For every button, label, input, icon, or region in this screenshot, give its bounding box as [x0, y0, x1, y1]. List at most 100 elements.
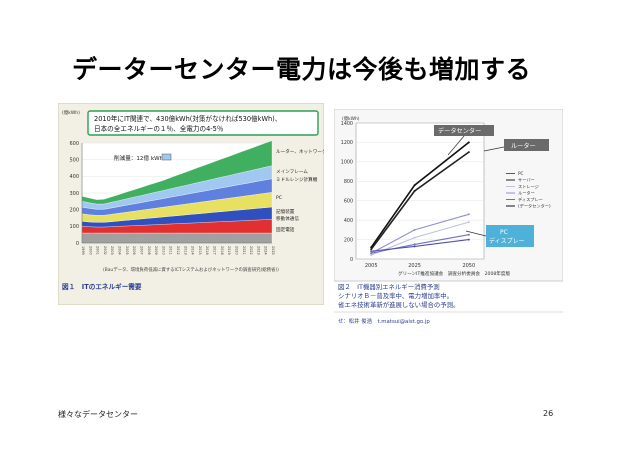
figure1-legend-label: PC	[276, 195, 282, 201]
figure1-y-tick-label: 200	[69, 207, 79, 213]
figure2-caption-line1: 図２ IT機器別エネルギー消費予測	[338, 282, 440, 291]
figure1-x-tick-label: 2000	[88, 246, 92, 255]
figure1-x-tick-label: 2004	[118, 246, 122, 255]
figure2-y-tick-label: 1200	[341, 140, 353, 146]
figure2-callout-router-box	[504, 139, 549, 151]
figure2-callout-display: ディスプレー	[489, 237, 525, 245]
figure2-caption-line2: シナリオＢ－普及率中、電力増加率中。	[338, 291, 453, 300]
figure2-plot-bg	[355, 122, 485, 260]
figure2-callout-router: ルーター	[511, 142, 536, 150]
figure2-data-point	[370, 254, 373, 257]
figure1-x-tick-label: 2002	[103, 246, 107, 255]
figure2-data-point	[370, 252, 373, 255]
figure2-chart: (億kWh) 0 200 400 600 800 1000 1200 1400 2005 2025…	[333, 108, 564, 328]
footer-section-title: 様々なデータセンター	[58, 410, 138, 419]
figure2-data-point	[413, 190, 416, 192]
figure1-x-tick-label: 2012	[176, 246, 180, 255]
figure1-plot-area: 0 100 200 300 400 500 600 1999 2000 2001 2002 2003 2…	[69, 140, 275, 255]
figure1-legend-label: ミドルレンジ計算機	[276, 176, 318, 183]
figure2-x-tick-label: 2025	[408, 263, 421, 269]
figure1-area-series-0	[81, 232, 273, 244]
figure2-caption-line3: 省エネ技術革新が進展しない場合の予測。	[338, 300, 459, 309]
figure1-y-tick-label: 600	[69, 141, 79, 147]
figure1-x-tick-label: 2003	[110, 246, 114, 255]
figure1-y-tick-label: 500	[69, 157, 79, 163]
figure2-y-tick-label: 200	[344, 237, 353, 243]
figure2-unit-label: (億kWh)	[342, 115, 360, 122]
figure1-x-tick-label: 2009	[154, 246, 158, 255]
figure2-data-point	[413, 236, 416, 239]
figure2-callout-datacenter-box	[434, 125, 494, 136]
figure1-x-tick-label: 2019	[227, 246, 231, 255]
figure1-x-tick-label: 2013	[183, 246, 187, 255]
figure1-x-tick-label: 2023	[256, 246, 260, 255]
figure2-legend-label: サーバー	[518, 178, 535, 184]
figure1-callout-line1: 2010年にIT関連で、430億kWh(対策がなければ530億kWh)、	[94, 114, 281, 123]
figure1-y-tick-label: 0	[76, 241, 79, 247]
figure1-reduction-swatch	[161, 153, 172, 161]
figure2-callout-pc: PC	[500, 229, 508, 236]
figure2-data-point	[467, 141, 470, 144]
figure1-x-tick-label: 2022	[249, 246, 253, 255]
figure2-data-point	[413, 243, 416, 246]
figure2-y-tick-label: 400	[344, 218, 353, 224]
page-number: 26	[543, 409, 554, 418]
figure2-legend-label: PC	[518, 171, 524, 176]
figure1-area-series-6	[81, 140, 273, 205]
figure1-x-tick-label: 2018	[220, 246, 224, 255]
figure2-callout-datacenter: データセンター	[438, 127, 481, 135]
figure1-unit-label: (億kWh)	[62, 109, 80, 116]
figure2-data-point	[370, 248, 373, 251]
slide-title: データーセンター電力は今後も増加する	[72, 55, 532, 84]
figure1-x-tick-label: 2020	[234, 246, 238, 255]
figure1-x-tick-label: 2007	[139, 246, 143, 255]
figure1-legend-label: 固定電話	[276, 226, 295, 233]
figure1-x-tick-label: 2001	[96, 246, 100, 255]
figure2-data-point	[467, 221, 470, 224]
figure2-y-tick-label: 600	[344, 199, 353, 205]
figure1-legend-label: 移動体通信	[276, 215, 299, 222]
figure2-plot-area: 0 200 400 600 800 1000 1200 1400 2005 2025 2050	[341, 121, 485, 269]
figure2-data-point	[413, 228, 416, 231]
figure1-chart: (億kWh) 2010年にIT関連で、430億kWh(対策がなければ530億kW…	[57, 102, 336, 306]
figure2-source-note: グリーンIT推進協議会 調査分析委員会 2008年度版	[398, 270, 510, 277]
figure2-data-point	[467, 213, 470, 216]
figure2-data-point	[413, 245, 416, 248]
figure2-legend-label: ストレージ	[518, 184, 539, 189]
figure1-x-tick-label: 2024	[264, 246, 268, 255]
figure1-x-tick-label: 2011	[169, 246, 173, 255]
figure2-y-tick-label: 1000	[341, 160, 353, 166]
figure1-x-tick-label: 2006	[132, 246, 136, 255]
figure2-y-tick-label: 800	[344, 179, 353, 185]
figure2-x-tick-label: 2005	[365, 263, 378, 269]
figure1-x-tick-label: 1999	[81, 246, 85, 255]
figure1-y-tick-label: 300	[69, 191, 79, 197]
figure2-data-point	[467, 151, 470, 154]
figure1-x-tick-label: 2005	[125, 246, 129, 255]
figure1-x-tick-label: 2014	[191, 246, 195, 255]
figure2-callout-pc-pointer	[465, 230, 487, 237]
figure1-x-tick-label: 2021	[242, 246, 246, 255]
figure1-callout-box	[87, 110, 319, 136]
figure-it-energy-demand: (億kWh) 2010年にIT関連で、430億kWh(対策がなければ530億kW…	[57, 102, 336, 306]
figure2-callout-pc-box	[486, 225, 534, 247]
figure2-callout-router-pointer	[483, 146, 505, 152]
figure2-author-line: せ：松井 俊浩 t.matsui@aist.go.jp	[338, 317, 430, 325]
figure2-legend-label: (データセンター)	[518, 203, 551, 210]
figure1-x-tick-label: 2016	[205, 246, 209, 255]
figure1-x-tick-label: 2008	[147, 246, 151, 255]
figure1-source-note: (Bauデータ、環境負荷低減に資するICTシステムおよびネットワークの調査研究(…	[103, 266, 279, 273]
figure2-data-point	[467, 238, 470, 241]
figure2-legend-label: ディスプレー	[518, 196, 543, 203]
figure1-legend-label: 記憶装置	[276, 208, 295, 215]
figure1-x-tick-label: 2017	[213, 246, 217, 255]
figure2-callout-datacenter-pointer	[447, 135, 465, 156]
figure1-legend-label: メインフレーム	[276, 169, 308, 175]
figure1-y-tick-label: 400	[69, 174, 79, 180]
figure1-y-tick-label: 100	[69, 224, 79, 230]
figure1-x-tick-label: 2025	[271, 246, 275, 255]
figure2-data-point	[413, 184, 416, 187]
figure2-y-tick-label: 0	[350, 257, 353, 263]
figure1-reduction-label: 削減量：12億 kWh	[114, 154, 164, 162]
